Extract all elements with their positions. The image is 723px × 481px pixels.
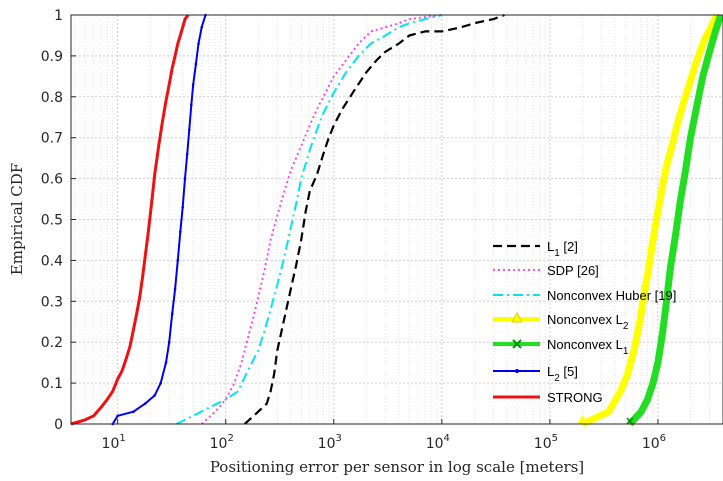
y-tick-label: 0.3	[41, 294, 63, 310]
legend-label: SDP [26]	[547, 263, 599, 278]
x-tick-label: 102	[210, 433, 234, 452]
legend-label: L1 [2]	[547, 239, 578, 259]
y-tick-label: 0.2	[41, 335, 63, 351]
dot-marker	[190, 104, 193, 107]
dot-marker	[195, 63, 198, 66]
y-tick-label: 0.7	[41, 131, 63, 147]
legend-label: STRONG	[547, 390, 603, 405]
dot-marker	[144, 402, 147, 405]
y-tick-label: 0.5	[41, 213, 63, 229]
legend-label: L2 [5]	[547, 364, 578, 384]
x-axis-title: Positioning error per sensor in log scal…	[210, 458, 584, 476]
y-tick-label: 0.9	[41, 49, 63, 65]
legend-marker	[515, 369, 519, 373]
y-tick-label: 0	[54, 417, 63, 433]
dot-marker	[171, 312, 174, 315]
series-line	[202, 15, 442, 424]
dot-marker	[181, 206, 184, 209]
dot-marker	[186, 153, 189, 156]
dot-marker	[132, 410, 135, 413]
dot-marker	[200, 26, 203, 29]
x-tick-label: 103	[318, 433, 342, 452]
y-tick-label: 0.6	[41, 172, 63, 188]
legend-label: Nonconvex L1	[547, 337, 629, 357]
dot-marker	[153, 394, 156, 397]
dot-marker	[168, 341, 171, 344]
legend-label: Nonconvex L2	[547, 312, 629, 332]
legend-label: Nonconvex Huber [19]	[547, 288, 676, 303]
dot-marker	[192, 83, 195, 86]
dot-marker	[197, 42, 200, 45]
x-tick-label: 106	[642, 433, 666, 452]
dot-marker	[116, 415, 119, 418]
y-tick-label: 0.8	[41, 90, 63, 106]
y-axis-title: Empirical CDF	[8, 163, 26, 275]
y-tick-label: 1	[54, 8, 63, 24]
dot-marker	[165, 361, 168, 364]
x-tick-label: 104	[426, 433, 450, 452]
grid-lines	[71, 15, 723, 424]
dot-marker	[179, 230, 182, 233]
dot-marker	[188, 128, 191, 131]
dot-marker	[176, 259, 179, 262]
x-tick-label: 101	[102, 433, 126, 452]
y-tick-label: 0.1	[41, 376, 63, 392]
y-tick-label: 0.4	[41, 253, 63, 269]
x-tick-label: 105	[534, 433, 558, 452]
dot-marker	[184, 177, 187, 180]
dot-marker	[174, 288, 177, 291]
dot-marker	[159, 382, 162, 385]
